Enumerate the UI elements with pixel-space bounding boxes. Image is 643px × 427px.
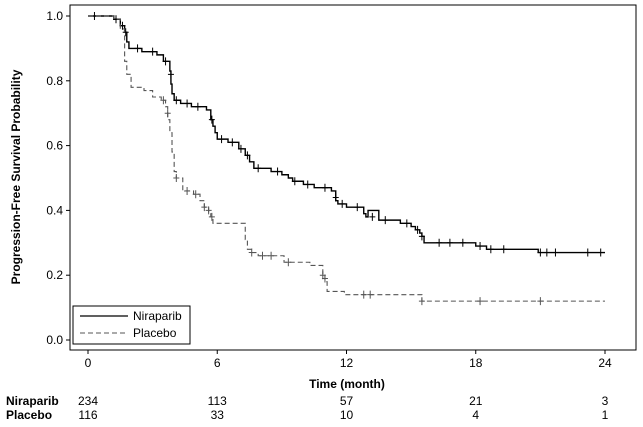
censor-mark-niraparib bbox=[332, 193, 339, 202]
censor-mark-niraparib bbox=[291, 177, 298, 186]
censor-mark-niraparib bbox=[321, 183, 328, 192]
censor-mark-placebo bbox=[164, 109, 171, 118]
censor-mark-niraparib bbox=[208, 115, 215, 124]
censor-mark-placebo bbox=[418, 297, 425, 306]
censor-mark-placebo bbox=[248, 248, 255, 257]
at-risk-table: Niraparib Placebo bbox=[6, 394, 59, 422]
censor-mark-niraparib bbox=[414, 225, 421, 234]
at-risk-label-placebo: Placebo bbox=[6, 408, 52, 422]
legend-label-niraparib: Niraparib bbox=[133, 309, 182, 323]
censor-mark-niraparib bbox=[184, 99, 191, 108]
censor-mark-niraparib bbox=[162, 57, 169, 66]
censor-mark-niraparib bbox=[459, 238, 466, 247]
censor-mark-niraparib bbox=[552, 248, 559, 257]
censor-mark-niraparib bbox=[500, 245, 507, 254]
censor-mark-placebo bbox=[321, 274, 328, 283]
y-tick-label: 0.8 bbox=[46, 74, 63, 88]
censor-mark-niraparib bbox=[354, 203, 361, 212]
y-axis-title: Progression-Free Survival Probability bbox=[9, 69, 23, 284]
censor-mark-niraparib bbox=[255, 164, 262, 173]
legend-label-placebo: Placebo bbox=[133, 326, 177, 340]
censor-mark-placebo bbox=[205, 206, 212, 215]
censor-mark-placebo bbox=[268, 251, 275, 260]
censor-mark-niraparib bbox=[134, 44, 141, 53]
censor-mark-niraparib bbox=[122, 28, 129, 37]
at-risk-value: 3 bbox=[602, 394, 609, 408]
at-risk-value: 10 bbox=[340, 408, 354, 422]
y-tick-label: 0.6 bbox=[46, 139, 63, 153]
y-tick-label: 0.0 bbox=[46, 333, 63, 347]
censor-mark-placebo bbox=[160, 96, 167, 105]
censor-mark-niraparib bbox=[274, 167, 281, 176]
at-risk-label-niraparib: Niraparib bbox=[6, 394, 59, 408]
censor-mark-niraparib bbox=[229, 138, 236, 147]
censor-mark-placebo bbox=[360, 290, 367, 299]
censor-mark-placebo bbox=[285, 258, 292, 267]
censor-mark-niraparib bbox=[477, 242, 484, 251]
at-risk-values: 234 113 57 21 3 116 33 10 4 1 bbox=[78, 394, 609, 422]
at-risk-value: 234 bbox=[78, 394, 98, 408]
censor-mark-niraparib bbox=[173, 96, 180, 105]
x-tick-label: 6 bbox=[214, 356, 221, 370]
censor-mark-niraparib bbox=[237, 144, 244, 153]
y-tick-label: 1.0 bbox=[46, 9, 63, 23]
censor-mark-placebo bbox=[259, 251, 266, 260]
censor-mark-niraparib bbox=[194, 102, 201, 111]
censor-mark-niraparib bbox=[487, 245, 494, 254]
at-risk-value: 21 bbox=[469, 394, 483, 408]
legend-box bbox=[72, 305, 191, 345]
series-line-placebo bbox=[88, 15, 605, 302]
censor-mark-niraparib bbox=[436, 238, 443, 247]
censor-mark-placebo bbox=[184, 186, 191, 195]
censor-mark-niraparib bbox=[403, 219, 410, 228]
censor-mark-niraparib bbox=[543, 248, 550, 257]
legend: Niraparib Placebo bbox=[72, 305, 191, 345]
series-line-niraparib bbox=[88, 15, 605, 254]
censor-mark-placebo bbox=[201, 203, 208, 212]
at-risk-value: 113 bbox=[208, 394, 227, 408]
censor-mark-niraparib bbox=[218, 135, 225, 144]
at-risk-value: 116 bbox=[78, 408, 97, 422]
censor-mark-placebo bbox=[477, 297, 484, 306]
at-risk-value: 1 bbox=[602, 408, 609, 422]
x-tick-label: 12 bbox=[340, 356, 354, 370]
censor-mark-niraparib bbox=[418, 232, 425, 241]
y-tick-label: 0.4 bbox=[46, 203, 63, 217]
censor-mark-niraparib bbox=[339, 199, 346, 208]
x-axis: 0 6 12 18 24 bbox=[85, 350, 612, 370]
censor-mark-niraparib bbox=[584, 248, 591, 257]
censor-mark-placebo bbox=[192, 190, 199, 199]
plot-frame bbox=[69, 4, 637, 351]
censor-mark-placebo bbox=[367, 290, 374, 299]
censor-mark-niraparib bbox=[149, 47, 156, 56]
x-tick-label: 24 bbox=[598, 356, 612, 370]
at-risk-value: 33 bbox=[211, 408, 225, 422]
y-tick-label: 0.2 bbox=[46, 268, 63, 282]
censor-mark-niraparib bbox=[597, 248, 604, 257]
censor-mark-niraparib bbox=[446, 238, 453, 247]
at-risk-value: 57 bbox=[340, 394, 354, 408]
x-tick-label: 0 bbox=[85, 356, 92, 370]
censor-mark-placebo bbox=[173, 174, 180, 182]
censor-mark-niraparib bbox=[369, 212, 376, 221]
censor-mark-placebo bbox=[208, 212, 215, 221]
censor-mark-niraparib bbox=[244, 151, 251, 160]
censor-mark-niraparib bbox=[382, 216, 389, 225]
censor-mark-niraparib bbox=[537, 248, 544, 257]
censor-mark-niraparib bbox=[304, 180, 311, 189]
censor-mark-placebo bbox=[537, 297, 544, 306]
at-risk-value: 4 bbox=[472, 408, 479, 422]
censor-mark-niraparib bbox=[167, 70, 174, 79]
x-axis-title: Time (month) bbox=[309, 377, 385, 391]
series-layer bbox=[88, 12, 605, 306]
x-tick-label: 18 bbox=[469, 356, 483, 370]
y-axis: 0.0 0.2 0.4 0.6 0.8 1.0 bbox=[46, 9, 70, 347]
